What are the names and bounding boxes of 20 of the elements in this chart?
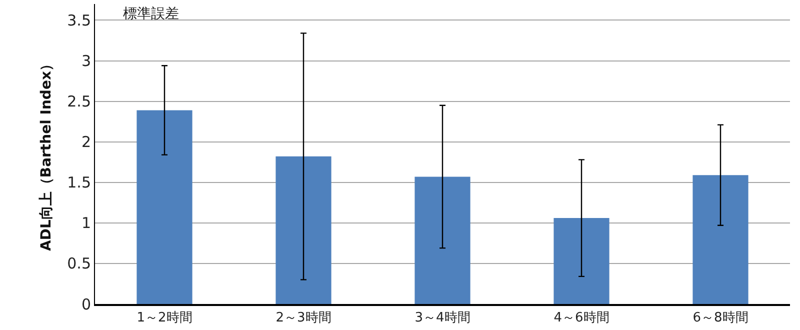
x-tick-label: 2～3時間 (276, 310, 332, 326)
y-tick-label: 3.5 (67, 11, 91, 30)
y-tick-label: 1.5 (67, 174, 91, 192)
y-axis-title: ADL向上（Barthel Index） (38, 57, 55, 251)
y-tick-label: 2 (81, 133, 91, 152)
y-tick-label: 3 (81, 52, 91, 70)
bar (692, 175, 748, 304)
bar (554, 218, 610, 304)
x-tick-label: 1～2時間 (136, 310, 192, 326)
x-tick-label: 6～8時間 (692, 310, 748, 326)
y-tick-label: 1 (81, 214, 91, 232)
y-tick-label: 0 (81, 295, 91, 314)
bar (136, 110, 192, 304)
annotation: 標準誤差 (123, 6, 179, 22)
x-tick-label: 4～6時間 (554, 310, 610, 326)
bar (414, 176, 470, 304)
y-tick-label: 0.5 (67, 254, 91, 273)
x-tick-label: 3～4時間 (414, 310, 470, 326)
bar (276, 156, 332, 304)
y-tick-label: 2.5 (67, 92, 91, 111)
